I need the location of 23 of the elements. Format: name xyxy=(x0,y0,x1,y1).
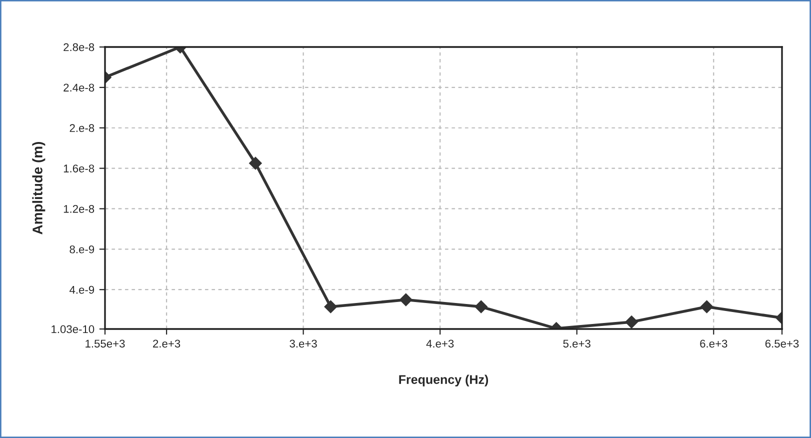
x-tick-label: 5.e+3 xyxy=(563,340,590,348)
y-tick-label: 2.4e-8 xyxy=(64,84,94,92)
point xyxy=(625,316,638,328)
y-tick-label: 1.03e-10 xyxy=(52,325,94,334)
y-tick-label: 1.6e-8 xyxy=(64,164,94,172)
point xyxy=(474,300,488,314)
point xyxy=(324,300,338,314)
x-tick-label: 1.55e+3 xyxy=(86,340,125,348)
y-tick-label: 2.8e-8 xyxy=(64,43,94,52)
x-tick-label: 4.e+3 xyxy=(426,340,454,348)
point xyxy=(700,300,714,314)
point xyxy=(399,293,412,306)
y-tick-label: 2.e-8 xyxy=(70,124,94,132)
x-axis-title: Frequency (Hz) xyxy=(399,374,488,386)
y-tick-label: 4.e-9 xyxy=(70,286,94,294)
point xyxy=(249,156,262,170)
y-tick-label: 8.e-9 xyxy=(70,245,94,254)
x-tick-label: 6.e+3 xyxy=(700,340,728,348)
y-axis-title: Amplitude (m) xyxy=(32,142,46,234)
x-tick-label: 2.e+3 xyxy=(153,340,180,348)
x-tick-label: 6.5e+3 xyxy=(765,340,799,348)
y-tick-label: 1.2e-8 xyxy=(64,205,94,213)
x-tick-label: 3.e+3 xyxy=(290,340,317,348)
